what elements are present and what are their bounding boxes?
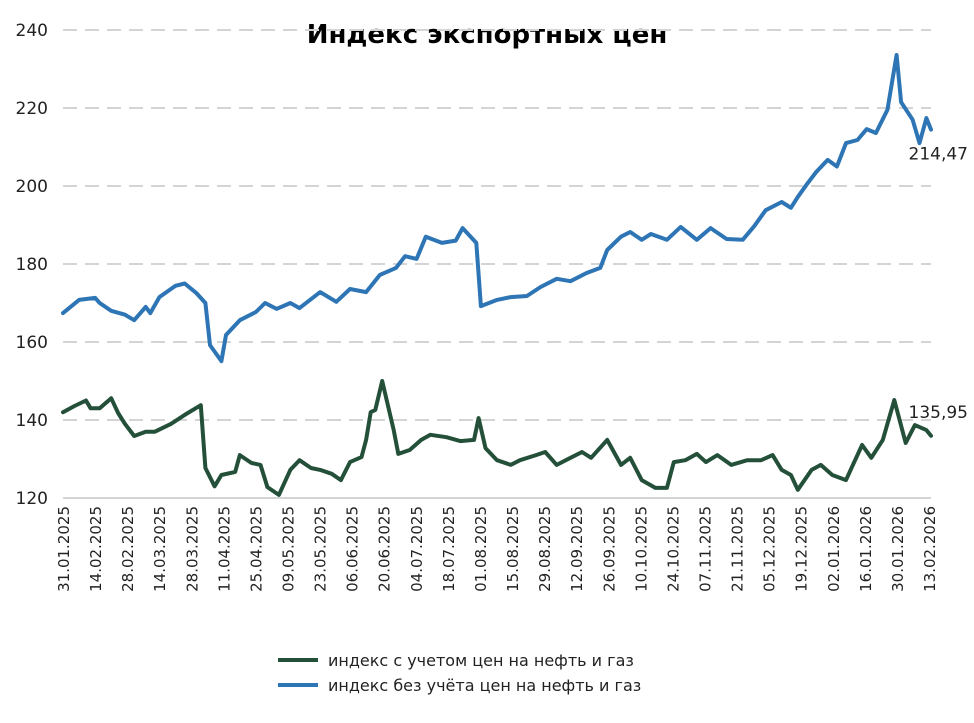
y-tick-label: 160 <box>16 333 48 353</box>
legend-label: индекс с учетом цен на нефть и газ <box>328 651 634 670</box>
end-value-label: 135,95 <box>909 403 968 423</box>
x-tick-label: 15.08.2025 <box>504 506 522 592</box>
x-tick-label: 28.02.2025 <box>119 506 137 592</box>
x-tick-label: 16.01.2026 <box>857 506 875 592</box>
x-tick-label: 24.10.2025 <box>664 506 682 592</box>
x-tick-label: 23.05.2025 <box>312 506 330 592</box>
y-tick-label: 240 <box>16 21 48 41</box>
y-axis-ticks: 120 140 160 180 200 220 240 <box>16 21 48 509</box>
x-tick-label: 18.07.2025 <box>440 506 458 592</box>
x-tick-label: 11.04.2025 <box>215 506 233 592</box>
series-line <box>61 53 933 364</box>
x-tick-label: 13.02.2026 <box>921 506 939 592</box>
x-tick-label: 25.04.2025 <box>247 506 265 592</box>
x-tick-label: 01.08.2025 <box>472 506 490 592</box>
y-tick-label: 180 <box>16 255 48 275</box>
x-tick-label: 19.12.2025 <box>793 506 811 592</box>
y-tick-label: 200 <box>16 177 48 197</box>
x-tick-label: 14.03.2025 <box>151 506 169 592</box>
x-tick-label: 29.08.2025 <box>536 506 554 592</box>
x-tick-label: 20.06.2025 <box>376 506 394 592</box>
series-line <box>61 379 933 497</box>
legend-label: индекс без учёта цен на нефть и газ <box>328 676 641 695</box>
x-tick-label: 31.01.2025 <box>55 506 73 592</box>
series-lines <box>61 53 933 497</box>
x-tick-label: 10.10.2025 <box>632 506 650 592</box>
x-tick-label: 14.02.2025 <box>87 506 105 592</box>
x-tick-label: 26.09.2025 <box>600 506 618 592</box>
y-tick-label: 140 <box>16 411 48 431</box>
y-tick-label: 220 <box>16 99 48 119</box>
x-tick-label: 05.12.2025 <box>761 506 779 592</box>
x-axis-ticks: 31.01.2025 14.02.2025 28.02.2025 14.03.2025… <box>55 506 939 592</box>
chart-title: Индекс экспортных цен <box>307 20 668 50</box>
x-tick-label: 09.05.2025 <box>280 506 298 592</box>
x-tick-label: 12.09.2025 <box>568 506 586 592</box>
grid-lines <box>63 29 931 499</box>
y-tick-label: 120 <box>16 489 48 509</box>
x-tick-label: 02.01.2026 <box>825 506 843 592</box>
x-tick-label: 04.07.2025 <box>408 506 426 592</box>
x-tick-label: 07.11.2025 <box>696 506 714 592</box>
legend: индекс с учетом цен на нефть и газ индекс… <box>278 651 641 695</box>
end-value-label: 214,47 <box>909 145 968 165</box>
x-tick-label: 21.11.2025 <box>729 506 747 592</box>
x-tick-label: 06.06.2025 <box>344 506 362 592</box>
x-tick-label: 28.03.2025 <box>183 506 201 592</box>
x-tick-label: 30.01.2026 <box>889 506 907 592</box>
end-labels: 135,95 214,47 <box>909 145 968 423</box>
